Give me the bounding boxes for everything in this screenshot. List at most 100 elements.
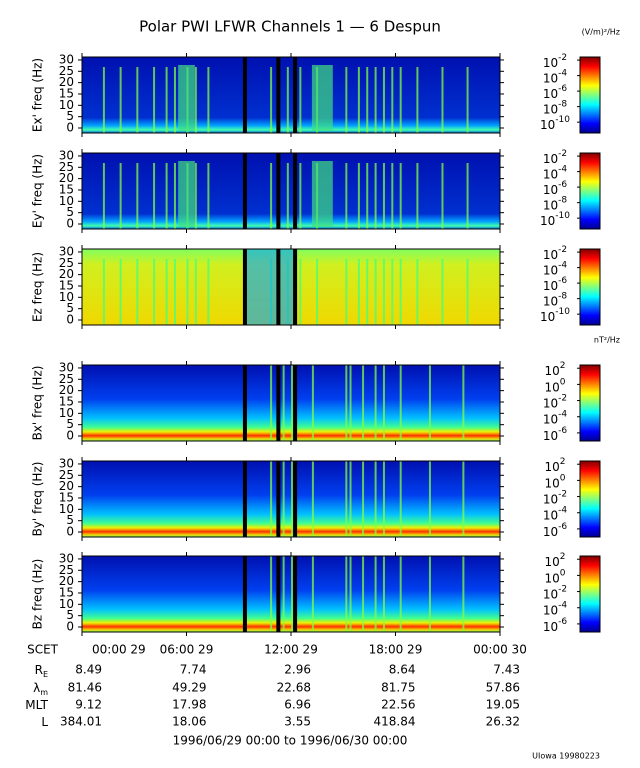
spectral-streak [416,67,419,133]
colorbar-tick-label: 102 [544,361,565,378]
colorbar-tick-label: 10-4 [543,409,568,426]
colorbar-tick-exponent: -8 [558,195,567,205]
y-tick-label: 30 [59,244,74,258]
y-tick-label: 15 [59,278,74,292]
colorbar-tick-label: 10-10 [540,307,570,324]
spectral-streak [428,365,431,441]
ephemeris-value: 22.68 [277,681,311,695]
ephemeris-value: 8.49 [75,663,102,677]
spectral-streak [374,556,377,632]
data-gap [276,556,281,632]
spectral-streak [136,67,139,133]
y-tick-label: 0 [66,525,74,539]
spectral-streak [136,259,139,325]
y-tick-label: 20 [59,383,74,397]
colorbar-tick-exponent: -2 [558,393,567,403]
spectral-streak [119,163,122,229]
spectral-streak [366,259,369,325]
colorbar-tick-label: 100 [544,473,565,490]
spectral-streak [194,163,197,229]
spectral-streak [153,67,156,133]
colorbar-tick-exponent: -6 [558,425,567,435]
spectral-streak [366,163,369,229]
spectral-streak [291,365,293,441]
colorbar-tick-base: 10 [543,263,558,277]
ephemeris-value: 2.96 [284,663,311,677]
y-tick-label: 25 [59,256,74,270]
data-gap [242,461,247,537]
colorbar [579,555,601,633]
spectral-streak [382,365,385,441]
colorbar-tick-exponent: -2 [558,53,567,63]
spectral-streak [207,259,210,325]
ephemeris-label: L [41,715,48,729]
spectral-streak [270,365,273,441]
spectral-streak [366,67,369,133]
spectral-streak [382,259,385,325]
ephemeris-value: 17.98 [172,698,206,712]
ephemeris-value: 8.64 [389,663,416,677]
colorbar-tick-exponent: -6 [558,276,567,286]
colorbar-tick-base: 10 [543,603,558,617]
spectral-streak [153,163,156,229]
spectral-streak [382,461,385,537]
y-tick-label: 20 [59,479,74,493]
spectral-streak [399,461,402,537]
spectral-streak [357,259,360,325]
spectral-streak [428,556,431,632]
emission-band [311,65,333,131]
data-gap [293,249,298,325]
ephemeris-value: 49.29 [172,681,206,695]
y-tick-label: 30 [59,52,74,66]
chart-title: Polar PWI LFWR Channels 1 — 6 Despun [139,18,441,36]
y-axis-label: Bx' freq (Hz) [31,366,45,441]
spectral-streak [466,67,469,133]
spectrogram-image [82,153,500,229]
spectral-streak [374,461,377,537]
ephemeris-value: 9.12 [75,698,102,712]
ephemeris-value: 57.86 [486,681,520,695]
spectral-streak [270,163,273,229]
colorbar-tick-base: 10 [544,571,559,585]
spectral-streak [399,163,402,229]
spectral-streak [349,365,352,441]
colorbar-tick-exponent: -6 [558,180,567,190]
spectral-streak [462,365,465,441]
spectral-streak [316,259,319,325]
colorbar-tick-base: 10 [543,619,558,633]
x-tick-label: 06:00 29 [160,643,214,657]
y-tick-label: 25 [59,160,74,174]
spectral-streak [102,163,105,229]
colorbar-tick-exponent: -4 [558,68,567,78]
ephemeris-value: 418.84 [374,715,416,729]
colorbar [579,152,601,230]
colorbar [579,460,601,538]
credit: UIowa 19980223 [532,752,600,761]
spectral-streak [357,163,360,229]
spectral-streak [102,259,105,325]
colorbar-tick-base: 10 [543,248,558,262]
colorbar-tick-label: 102 [544,552,565,569]
x-tick-label: 00:00 30 [473,643,527,657]
spectral-streak [441,259,444,325]
colorbar-tick-base: 10 [540,310,555,324]
y-tick-label: 25 [59,64,74,78]
y-tick-label: 20 [59,171,74,185]
x-tick-label: 12:00 29 [264,643,318,657]
colorbar-tick-exponent: 2 [560,457,566,467]
spectral-streak [299,163,302,229]
y-tick-label: 30 [59,551,74,565]
spectral-streak [119,67,122,133]
colorbar-tick-base: 10 [544,476,559,490]
spectral-streak [462,556,465,632]
y-tick-label: 15 [59,182,74,196]
time-label: SCET [27,643,59,657]
colorbar-tick-exponent: -2 [558,489,567,499]
y-tick-label: 5 [66,417,74,431]
colorbar-tick-exponent: 0 [560,473,566,483]
spectral-streak [291,461,293,537]
colorbar [579,364,601,442]
colorbar [579,248,601,326]
y-tick-label: 0 [66,217,74,231]
